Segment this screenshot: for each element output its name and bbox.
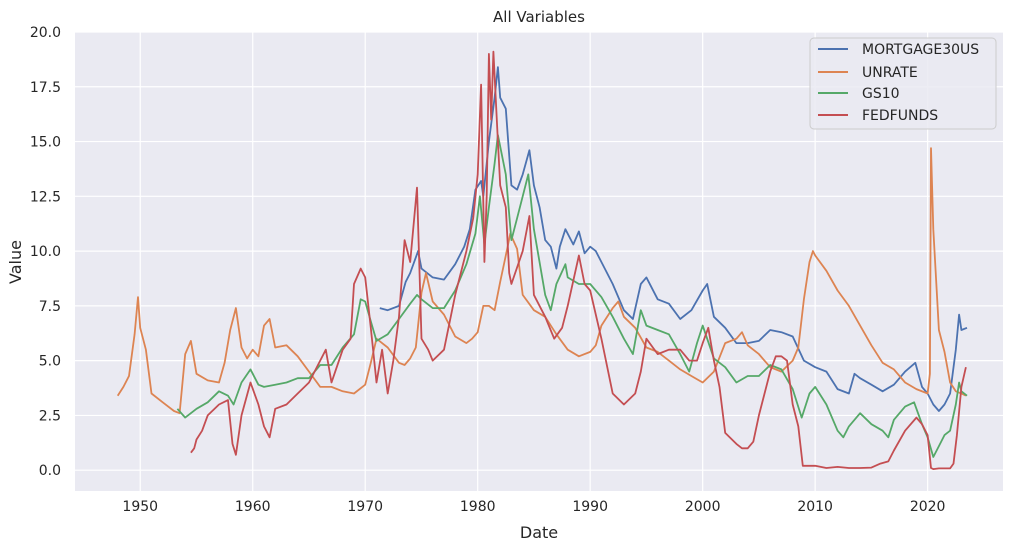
series-lines bbox=[116, 50, 968, 471]
x-tick-label: 1980 bbox=[460, 499, 496, 515]
x-tick-label: 1950 bbox=[122, 499, 158, 515]
y-tick-label: 17.5 bbox=[30, 80, 61, 96]
y-tick-label: 2.5 bbox=[39, 408, 61, 424]
x-axis-title: Date bbox=[520, 523, 558, 542]
legend-label-fedfunds: FEDFUNDS bbox=[862, 108, 938, 124]
x-tick-label: 1960 bbox=[235, 499, 271, 515]
legend: MORTGAGE30US UNRATE GS10 FEDFUNDS bbox=[809, 37, 997, 130]
y-tick-label: 12.5 bbox=[30, 189, 61, 205]
legend-label-mortgage30us: MORTGAGE30US bbox=[862, 42, 979, 58]
y-tick-label: 10.0 bbox=[30, 244, 61, 260]
x-tick-label: 2010 bbox=[797, 499, 833, 515]
grid-lines bbox=[75, 31, 1003, 491]
y-tick-label: 20.0 bbox=[30, 25, 61, 41]
legend-box bbox=[809, 37, 997, 130]
series-line-fedfunds bbox=[190, 50, 967, 471]
x-tick-label: 1970 bbox=[347, 499, 383, 515]
legend-item-mortgage30us: MORTGAGE30US bbox=[818, 42, 979, 58]
y-tick-label: 7.5 bbox=[39, 299, 61, 315]
y-axis-title: Value bbox=[6, 240, 25, 284]
legend-item-fedfunds: FEDFUNDS bbox=[818, 108, 938, 124]
legend-item-unrate: UNRATE bbox=[818, 65, 918, 81]
tick-labels: 0.0 2.5 5.0 7.5 10.0 12.5 15.0 17.5 20.0 1950 1960… bbox=[30, 25, 946, 515]
y-tick-label: 0.0 bbox=[39, 463, 61, 479]
x-tick-label: 2020 bbox=[910, 499, 946, 515]
series-line-mortgage30us bbox=[379, 66, 968, 412]
legend-label-unrate: UNRATE bbox=[862, 65, 918, 81]
legend-label-gs10: GS10 bbox=[862, 86, 900, 102]
y-tick-label: 15.0 bbox=[30, 135, 61, 151]
chart-title: All Variables bbox=[493, 8, 585, 26]
legend-item-gs10: GS10 bbox=[818, 86, 900, 102]
x-tick-label: 2000 bbox=[685, 499, 721, 515]
y-tick-label: 5.0 bbox=[39, 354, 61, 370]
x-tick-label: 1990 bbox=[572, 499, 608, 515]
